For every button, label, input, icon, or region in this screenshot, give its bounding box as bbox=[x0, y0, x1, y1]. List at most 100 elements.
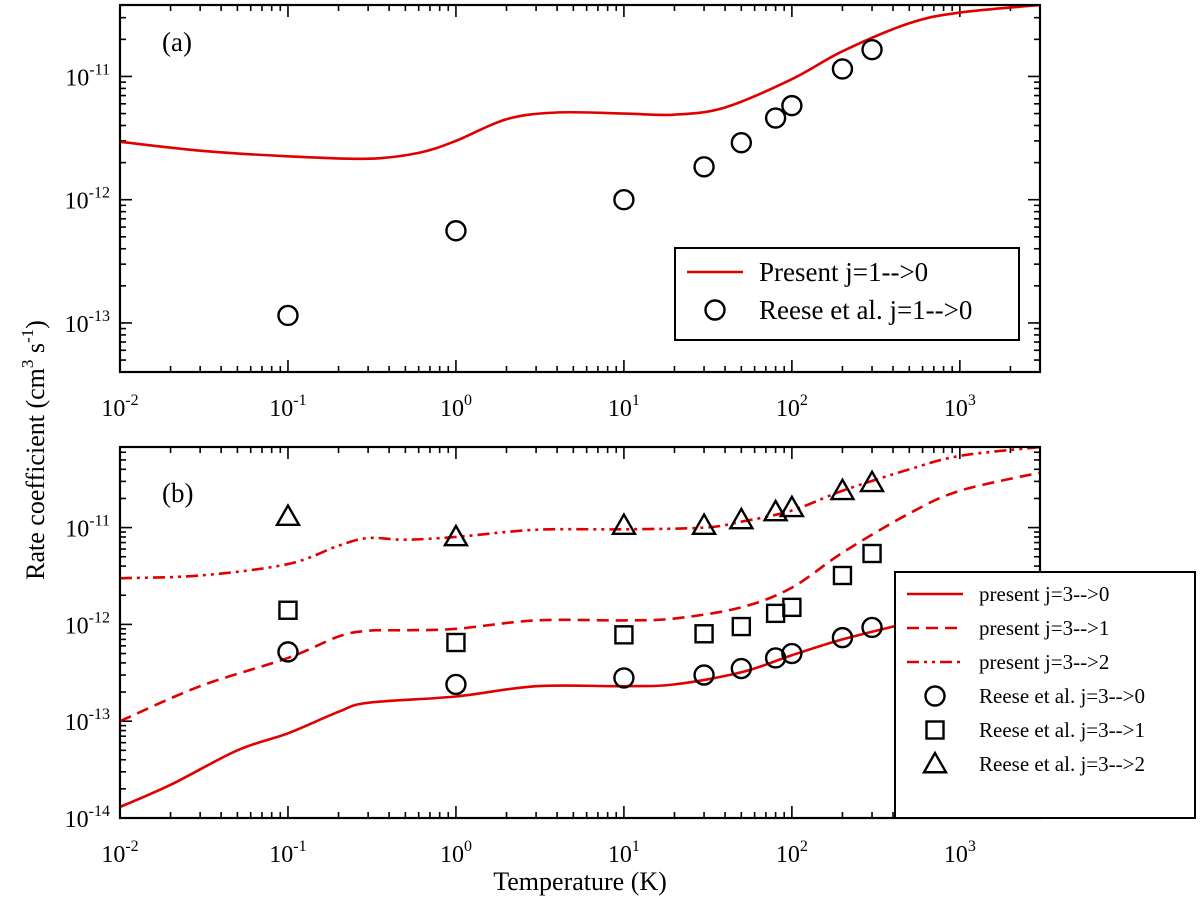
legend: present j=3-->0 present j=3-->1 present j=… bbox=[894, 571, 1196, 819]
data-point bbox=[728, 506, 755, 530]
data-point bbox=[858, 469, 886, 493]
y-tick-label: 10-12 bbox=[65, 185, 110, 215]
x-tick-label-base: 10 bbox=[608, 396, 632, 422]
y-tick-label: 10-13 bbox=[65, 308, 110, 338]
data-point bbox=[829, 477, 856, 501]
data-point bbox=[445, 220, 467, 242]
y-axis-label: Rate coefficient (cm3 s-1) bbox=[18, 320, 50, 580]
data-point bbox=[277, 641, 299, 663]
x-tick-label-exp: 1 bbox=[632, 838, 640, 855]
y-tick-label: 10-12 bbox=[65, 609, 110, 639]
data-point bbox=[782, 597, 802, 618]
data-point bbox=[831, 626, 854, 649]
plot-frame bbox=[118, 3, 1042, 374]
legend-label: Reese et al. j=3-->1 bbox=[979, 718, 1145, 742]
x-tick-label-exp: -1 bbox=[293, 392, 306, 409]
legend-marker-swatch bbox=[924, 685, 946, 707]
data-point bbox=[765, 603, 786, 624]
data-point bbox=[831, 58, 854, 80]
y-tick-label-base: 10 bbox=[65, 517, 89, 543]
y-tick-label-exp: -13 bbox=[89, 706, 110, 723]
series-line bbox=[120, 447, 1040, 580]
x-tick-label: 100 bbox=[440, 838, 472, 868]
plot-area bbox=[120, 5, 1040, 327]
legend-label: Reese et al. j=3-->0 bbox=[979, 684, 1145, 708]
data-point bbox=[731, 616, 752, 637]
x-tick-label-exp: 2 bbox=[800, 392, 808, 409]
y-tick-label-base: 10 bbox=[65, 312, 89, 338]
y-tick-label-base: 10 bbox=[65, 613, 89, 639]
data-point bbox=[610, 512, 637, 535]
x-tick-label: 101 bbox=[608, 392, 640, 422]
series-reese-et-al-j-3-0 bbox=[277, 616, 883, 696]
data-point bbox=[861, 38, 883, 61]
x-tick-label-exp: 1 bbox=[632, 392, 640, 409]
series-reese-et-al-j-3-2 bbox=[274, 469, 886, 547]
panel-label: (a) bbox=[162, 27, 192, 57]
panel-1: 10-2 10-1 100 101 102 10310-1410-1310-1210-11… bbox=[65, 445, 1196, 868]
x-tick-label-base: 10 bbox=[776, 396, 800, 422]
legend: Present j=1-->0 Reese et al. j=1-->0 bbox=[674, 247, 1020, 341]
x-tick-label-base: 10 bbox=[101, 842, 125, 868]
y-tick-label: 10-14 bbox=[65, 803, 110, 833]
data-point bbox=[442, 523, 470, 547]
x-tick-label: 101 bbox=[608, 838, 640, 868]
legend-entry: Reese et al. j=3-->2 bbox=[921, 750, 1145, 776]
y-tick-label-exp: -11 bbox=[89, 513, 110, 530]
x-tick-label: 10-1 bbox=[269, 838, 306, 868]
y-tick-label-base: 10 bbox=[65, 807, 89, 833]
data-point bbox=[274, 503, 302, 527]
y-tick-label-exp: -11 bbox=[89, 61, 110, 78]
series-present-j-3-1 bbox=[120, 471, 1040, 723]
legend-label: present j=3-->2 bbox=[979, 650, 1109, 674]
x-tick-label: 102 bbox=[776, 392, 808, 422]
data-point bbox=[730, 657, 753, 680]
x-tick-label-exp: -1 bbox=[293, 838, 306, 855]
x-tick-label-base: 10 bbox=[776, 842, 800, 868]
series-line bbox=[120, 471, 1040, 723]
legend-label: present j=3-->0 bbox=[979, 582, 1109, 606]
x-tick-label-exp: 0 bbox=[464, 392, 472, 409]
legend-entry: present j=3-->0 bbox=[907, 582, 1109, 606]
x-tick-label-base: 10 bbox=[101, 396, 125, 422]
x-tick-label-exp: 3 bbox=[968, 838, 976, 855]
y-tick-label-exp: -14 bbox=[89, 803, 110, 820]
legend-box bbox=[674, 247, 1020, 341]
data-point bbox=[690, 512, 718, 535]
x-tick-label-base: 10 bbox=[608, 842, 632, 868]
y-axis-label-sup2: -1 bbox=[18, 329, 37, 343]
data-point bbox=[613, 189, 635, 211]
x-axis-label: Temperature (K) bbox=[493, 867, 667, 896]
series-present-j-3-2 bbox=[120, 447, 1040, 580]
series-present-j-1-0 bbox=[120, 5, 1040, 161]
data-point bbox=[778, 494, 805, 518]
x-tick-label: 10-2 bbox=[101, 838, 138, 868]
y-axis-label-end: ) bbox=[21, 320, 50, 329]
series-reese-et-al-j-3-1 bbox=[278, 543, 882, 653]
series-reese-et-al-j-1-0 bbox=[277, 38, 883, 327]
legend-marker-swatch bbox=[704, 299, 726, 321]
data-point bbox=[781, 94, 803, 117]
legend-marker-swatch bbox=[925, 720, 945, 740]
data-point bbox=[764, 107, 787, 129]
y-tick-label-base: 10 bbox=[65, 189, 89, 215]
x-tick-label-base: 10 bbox=[440, 842, 464, 868]
y-tick-label-base: 10 bbox=[65, 65, 89, 91]
y-tick-label: 10-11 bbox=[65, 61, 110, 91]
data-point bbox=[693, 156, 715, 178]
x-tick-label-base: 10 bbox=[269, 842, 293, 868]
x-tick-label-base: 10 bbox=[944, 842, 968, 868]
x-tick-label-exp: 3 bbox=[968, 392, 976, 409]
data-point bbox=[730, 132, 753, 154]
data-point bbox=[862, 543, 882, 564]
y-tick-label-exp: -13 bbox=[89, 308, 110, 325]
y-tick-label-exp: -12 bbox=[89, 185, 110, 202]
legend-entry: Reese et al. j=3-->1 bbox=[925, 718, 1145, 742]
data-point bbox=[832, 565, 853, 586]
y-axis-label-sup: 3 bbox=[18, 360, 37, 369]
x-tick-label: 10-1 bbox=[269, 392, 306, 422]
x-tick-label: 102 bbox=[776, 838, 808, 868]
x-tick-label: 100 bbox=[440, 392, 472, 422]
data-point bbox=[694, 624, 714, 644]
